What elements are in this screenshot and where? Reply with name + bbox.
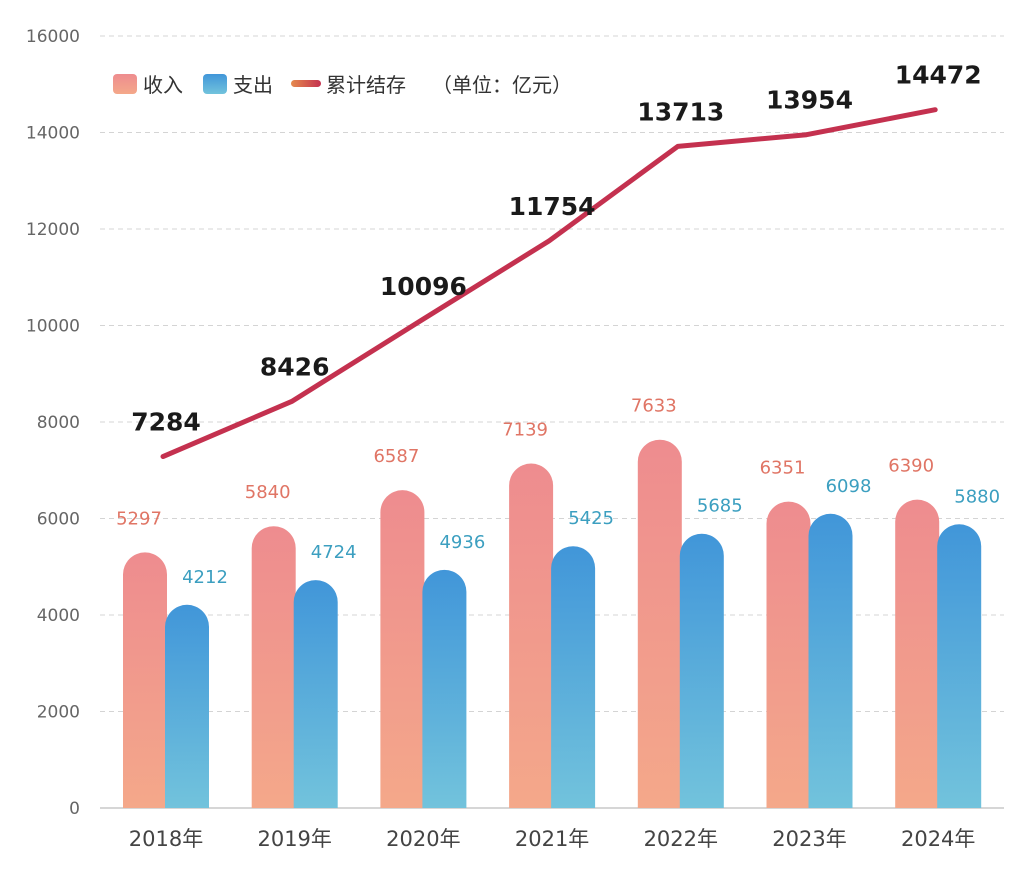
- x-tick-label: 2023年: [772, 827, 846, 851]
- bar-label-income: 6587: [373, 446, 419, 467]
- x-tick-label: 2024年: [901, 827, 975, 851]
- bar-label-expense: 4936: [439, 532, 485, 553]
- bar-label-expense: 4724: [311, 542, 357, 563]
- line-label-balance: 7284: [131, 408, 201, 437]
- legend-swatch-expense: [203, 74, 227, 94]
- bar-expense: [422, 569, 467, 808]
- bar-labels: 5297 4212 5840 4724 6587 4936 7139 5425 7633 5685…: [116, 396, 1000, 588]
- bar-label-income: 5297: [116, 508, 162, 529]
- bar-income: [766, 501, 811, 808]
- bar-income: [251, 526, 296, 808]
- line-series: [160, 107, 938, 460]
- bar-expense: [679, 533, 724, 808]
- bar-label-income: 6390: [888, 456, 934, 477]
- line-label-balance: 8426: [260, 352, 330, 381]
- bar-income: [509, 463, 554, 808]
- y-tick-label: 12000: [26, 220, 80, 240]
- y-tick-label: 16000: [26, 27, 80, 47]
- x-tick-label: 2022年: [644, 827, 718, 851]
- bar-label-income: 7139: [502, 420, 548, 441]
- bar-label-expense: 4212: [182, 567, 228, 588]
- bar-label-expense: 5425: [568, 508, 614, 529]
- x-tick-label: 2019年: [257, 827, 331, 851]
- bars: [123, 439, 982, 808]
- y-tick-label: 4000: [37, 606, 80, 626]
- bar-label-expense: 6098: [826, 476, 872, 497]
- legend: 收入 支出 累计结存 （单位：亿元）: [113, 73, 572, 97]
- x-tick-label: 2021年: [515, 827, 589, 851]
- bar-label-expense: 5880: [954, 486, 1000, 507]
- bar-label-income: 7633: [631, 396, 677, 417]
- y-tick-label: 0: [69, 799, 80, 819]
- bar-expense: [165, 604, 209, 808]
- y-tick-label: 14000: [26, 124, 80, 144]
- legend-swatch-balance: [291, 80, 321, 87]
- y-axis: 0 2000 4000 6000 8000 10000 12000 14000 16000: [26, 27, 80, 819]
- unit-note: （单位：亿元）: [432, 73, 572, 97]
- bar-income: [895, 499, 940, 808]
- bar-expense: [551, 546, 596, 808]
- line-label-balance: 10096: [380, 272, 467, 301]
- y-tick-label: 6000: [37, 510, 80, 530]
- bar-income: [123, 552, 167, 808]
- line-label-balance: 11754: [509, 192, 596, 221]
- legend-label-income: 收入: [143, 73, 183, 97]
- line-labels: 7284 8426 10096 11754 13713 13954 14472: [131, 61, 981, 437]
- legend-label-balance: 累计结存: [326, 73, 406, 97]
- line-label-balance: 14472: [895, 61, 982, 90]
- x-tick-label: 2020年: [386, 827, 460, 851]
- bar-expense: [937, 524, 982, 808]
- bar-expense: [293, 580, 338, 808]
- bar-income: [637, 439, 682, 808]
- bar-expense: [808, 513, 853, 808]
- y-tick-label: 2000: [37, 703, 80, 723]
- bar-label-income: 5840: [245, 482, 291, 503]
- bar-income: [380, 490, 425, 808]
- line-balance: [160, 107, 938, 460]
- line-label-balance: 13954: [766, 86, 853, 115]
- x-axis: 2018年 2019年 2020年 2021年 2022年 2023年 2024年: [129, 827, 976, 851]
- legend-swatch-income: [113, 74, 137, 94]
- bar-label-income: 6351: [760, 458, 806, 479]
- y-tick-label: 10000: [26, 317, 80, 337]
- legend-label-expense: 支出: [233, 73, 273, 97]
- y-tick-label: 8000: [37, 413, 80, 433]
- line-label-balance: 13713: [637, 97, 724, 126]
- x-tick-label: 2018年: [129, 827, 203, 851]
- bar-label-expense: 5685: [697, 496, 743, 517]
